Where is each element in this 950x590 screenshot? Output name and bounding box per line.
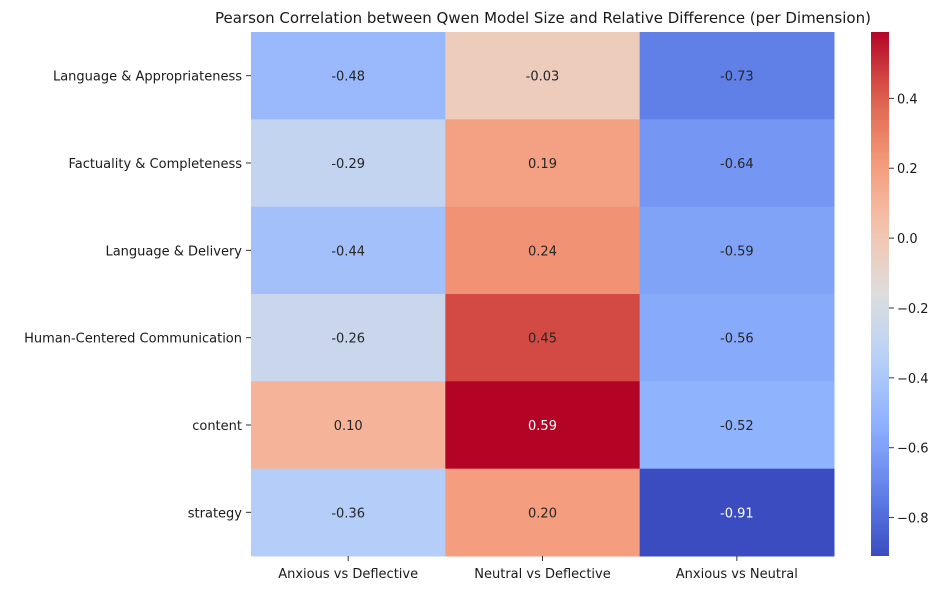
- colorbar-tick-label: −0.8: [897, 512, 929, 527]
- heatmap-cell: [639, 206, 835, 295]
- x-tick-label: Anxious vs Deflective: [278, 567, 418, 582]
- cell-value-label: -0.91: [720, 506, 754, 521]
- y-tick-label: strategy: [188, 506, 243, 521]
- colorbar-tick-label: 0.0: [897, 232, 918, 247]
- colorbar: 0.4 0.2 0.0 −0.2 −0.4 −0.6 −0.8: [871, 32, 929, 556]
- cell-value-label: -0.52: [720, 419, 754, 434]
- cell-value-label: 0.20: [528, 506, 557, 521]
- cell-value-label: 0.59: [528, 419, 557, 434]
- heatmap-cell-labels: -0.48 -0.03 -0.73 -0.29 0.19 -0.64 -0.44 0.24 -0…: [331, 70, 753, 522]
- y-tick-label: Language & Appropriateness: [53, 70, 242, 85]
- heatmap-cell: [639, 119, 835, 208]
- cell-value-label: -0.56: [720, 332, 754, 347]
- y-axis-tick-labels: Language & Appropriateness Factuality & C…: [24, 70, 251, 521]
- colorbar-tick-label: 0.4: [897, 92, 918, 107]
- cell-value-label: 0.45: [528, 332, 557, 347]
- heatmap-cell: [251, 119, 446, 208]
- x-axis-tick-labels: Anxious vs Deflective Neutral vs Deflecti…: [278, 556, 798, 582]
- y-tick-label: Human-Centered Communication: [24, 332, 242, 347]
- cell-value-label: -0.03: [526, 70, 560, 85]
- heatmap-cell: [639, 381, 835, 470]
- cell-value-label: -0.64: [720, 157, 754, 172]
- cell-value-label: -0.36: [331, 506, 365, 521]
- heatmap-cell: [639, 468, 835, 557]
- heatmap-cell: [639, 294, 835, 382]
- y-tick-label: Language & Delivery: [105, 244, 242, 259]
- colorbar-tick-label: −0.4: [897, 372, 929, 387]
- heatmap-cell: [251, 468, 446, 557]
- y-tick-label: Factuality & Completeness: [68, 157, 242, 172]
- heatmap-cell: [445, 32, 641, 120]
- cell-value-label: -0.59: [720, 244, 754, 259]
- heatmap-cell: [639, 32, 835, 120]
- cell-value-label: -0.48: [331, 70, 365, 85]
- cell-value-label: -0.26: [331, 332, 365, 347]
- heatmap-cell: [251, 294, 446, 382]
- heatmap-cell: [445, 119, 641, 208]
- heatmap-cell: [445, 206, 641, 295]
- heatmap-cell: [251, 206, 446, 295]
- x-tick-label: Anxious vs Neutral: [676, 567, 798, 582]
- cell-value-label: -0.29: [331, 157, 365, 172]
- heatmap-cell: [445, 468, 641, 557]
- heatmap-cells: [251, 32, 835, 557]
- colorbar-gradient: [871, 32, 889, 556]
- chart-title: Pearson Correlation between Qwen Model S…: [215, 9, 871, 27]
- cell-value-label: 0.24: [528, 244, 557, 259]
- y-tick-label: content: [192, 419, 242, 434]
- heatmap-cell: [251, 32, 446, 120]
- colorbar-tick-label: 0.2: [897, 162, 918, 177]
- colorbar-ticks: 0.4 0.2 0.0 −0.2 −0.4 −0.6 −0.8: [889, 92, 929, 527]
- colorbar-tick-label: −0.6: [897, 442, 929, 457]
- heatmap-cell: [251, 381, 446, 470]
- cell-value-label: -0.44: [331, 244, 365, 259]
- cell-value-label: 0.10: [334, 419, 363, 434]
- colorbar-tick-label: −0.2: [897, 302, 929, 317]
- heatmap-cell: [445, 381, 641, 470]
- cell-value-label: -0.73: [720, 70, 754, 85]
- x-tick-label: Neutral vs Deflective: [474, 567, 610, 582]
- heatmap-cell: [445, 294, 641, 382]
- cell-value-label: 0.19: [528, 157, 557, 172]
